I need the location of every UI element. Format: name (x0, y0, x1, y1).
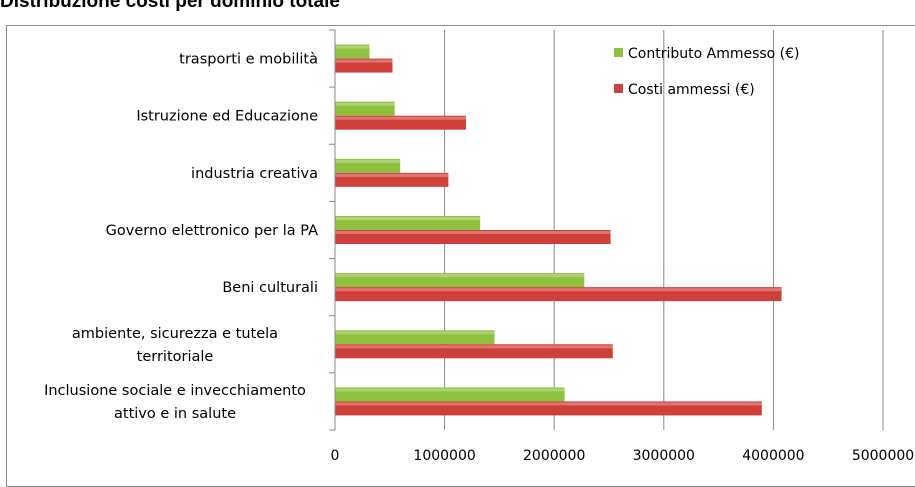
bar-contributo (335, 330, 495, 345)
bar-highlight (335, 345, 613, 349)
legend: Contributo Ammesso (€) Costi ammessi (€) (614, 46, 800, 98)
x-tick-label: 5000000 (852, 448, 914, 464)
bar-highlight (335, 402, 762, 406)
bar-highlight (335, 331, 495, 335)
category-label: Beni culturali (222, 280, 318, 296)
bar-contributo (335, 44, 370, 59)
bar-costi (335, 401, 762, 416)
bar-highlight (335, 217, 481, 220)
category-label: trasporti e mobilità (179, 52, 318, 68)
legend-label: Costi ammessi (€) (628, 82, 755, 98)
bar-highlight (335, 45, 370, 49)
category-label: industria creativa (191, 166, 318, 182)
x-tick-label: 3000000 (633, 448, 695, 464)
x-tick-label: 1000000 (413, 448, 475, 464)
bar-contributo (335, 216, 481, 230)
bar-highlight (335, 159, 401, 163)
category-label: Governo elettronico per la PA (106, 223, 318, 239)
bar-costi (335, 344, 613, 359)
bar-costi (335, 287, 782, 302)
bar-costi (335, 58, 393, 73)
bars (335, 44, 782, 416)
category-label: Istruzione ed Educazione (136, 109, 318, 125)
legend-label: Contributo Ammesso (€) (628, 46, 800, 62)
category-label: ambiente, sicurezza e tutela territoriale (72, 326, 278, 365)
axes (329, 29, 336, 431)
bar-highlight (335, 116, 466, 120)
bar-costi (335, 115, 466, 130)
bar-highlight (335, 231, 611, 234)
legend-swatch (614, 84, 623, 93)
bar-contributo (335, 273, 585, 288)
bar-contributo (335, 158, 401, 173)
tick-labels: 0 1000000 2000000 3000000 4000000 5000000 (331, 448, 915, 464)
chart-title: Distribuzione costi per dominio totale (0, 0, 340, 12)
bar-contributo (335, 101, 395, 116)
x-tick-label: 0 (331, 448, 340, 464)
legend-swatch (614, 48, 623, 57)
bar-highlight (335, 288, 782, 292)
x-tick-label: 4000000 (742, 448, 804, 464)
bar-costi (335, 230, 611, 244)
bar-highlight (335, 388, 565, 392)
bar-contributo (335, 387, 565, 402)
bar-highlight (335, 59, 393, 63)
bar-highlight (335, 102, 395, 106)
bar-chart: trasporti e mobilità Istruzione ed Educaz… (44, 29, 915, 464)
x-tick-label: 2000000 (523, 448, 585, 464)
bar-highlight (335, 173, 449, 177)
category-labels: trasporti e mobilità Istruzione ed Educaz… (44, 52, 318, 422)
bar-costi (335, 172, 449, 187)
bar-highlight (335, 274, 585, 278)
category-label: Inclusione sociale e invecchiamento attiv… (44, 383, 306, 422)
